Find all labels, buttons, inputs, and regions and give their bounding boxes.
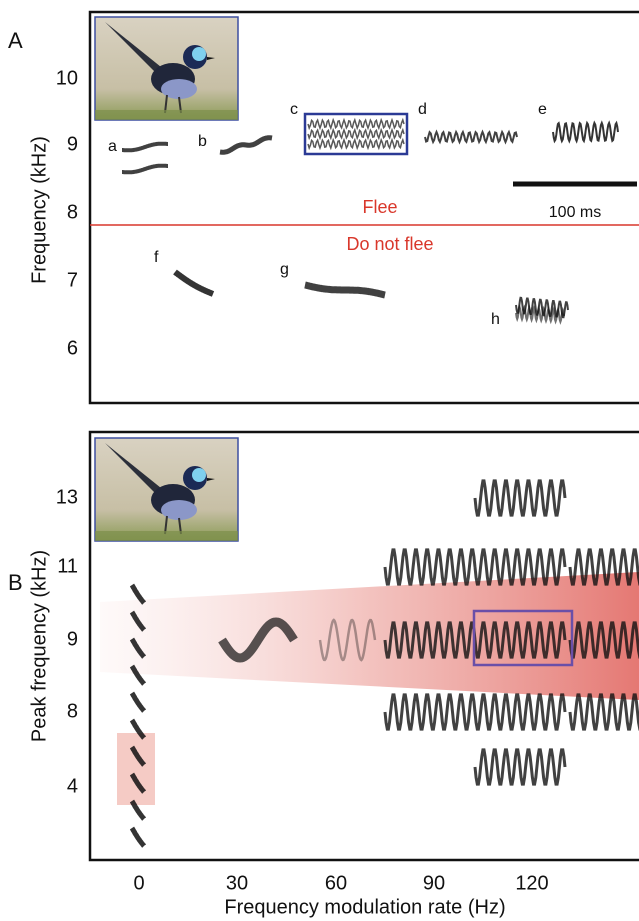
panel-frame [88, 430, 639, 862]
spectrogram-trace [129, 826, 147, 848]
call-label: c [290, 101, 298, 118]
spectrogram-trace [129, 664, 147, 686]
highlight-square [117, 733, 155, 805]
call-label: b [198, 133, 207, 150]
spectrogram-trace [122, 163, 168, 175]
spectrogram-trace [552, 120, 619, 144]
spectrogram-trace [568, 548, 639, 586]
highlight-box [303, 112, 409, 156]
x-axis-label: Frequency modulation rate (Hz) [224, 896, 505, 918]
call-label: g [280, 261, 289, 278]
highlight-box [472, 609, 574, 667]
y-tick-label: 13 [56, 486, 78, 508]
spectrogram-trace [473, 479, 567, 517]
panel-frame [88, 10, 639, 405]
spectrogram-trace [173, 269, 215, 297]
panel-label: A [8, 28, 23, 53]
y-tick-label: 4 [67, 775, 78, 797]
spectrogram-trace [129, 610, 147, 632]
spectrogram-trace [473, 748, 567, 786]
call-label: d [418, 101, 427, 118]
spectrogram-trace [129, 583, 147, 605]
spectrogram-trace [424, 129, 518, 145]
y-tick-label: 6 [67, 337, 78, 359]
flee-label: Flee [362, 197, 397, 217]
spectrogram-trace [304, 281, 386, 299]
y-axis-label: Peak frequency (kHz) [28, 550, 50, 742]
response-funnel [100, 572, 639, 700]
spectrogram-trace [129, 718, 147, 740]
scale-bar-label: 100 ms [549, 204, 601, 221]
y-tick-label: 8 [67, 700, 78, 722]
spectrogram-trace [129, 637, 147, 659]
spectrogram-trace [307, 127, 405, 141]
y-tick-label: 8 [67, 201, 78, 223]
x-tick-label: 0 [133, 872, 144, 894]
spectrogram-trace [307, 137, 405, 151]
spectrogram-trace [383, 548, 477, 586]
x-tick-label: 90 [423, 872, 445, 894]
x-tick-label: 60 [325, 872, 347, 894]
bird-photo [94, 16, 239, 121]
y-tick-label: 9 [67, 133, 78, 155]
y-tick-label: 7 [67, 269, 78, 291]
spectrogram-trace [383, 693, 477, 731]
call-label: a [108, 138, 117, 155]
spectrogram-trace [473, 621, 567, 659]
spectrograms [122, 117, 619, 325]
bird-photo [94, 437, 239, 542]
y-tick-label: 9 [67, 628, 78, 650]
spectrogram-trace [129, 772, 147, 794]
spectrogram-trace [129, 799, 147, 821]
call-label: e [538, 101, 547, 118]
spectrogram-trace [129, 691, 147, 713]
panel-label: B [8, 570, 23, 595]
y-tick-label: 10 [56, 67, 78, 89]
spectrogram-trace [219, 135, 273, 155]
spectrogram-trace [473, 548, 567, 586]
y-tick-label: 11 [57, 555, 78, 577]
spectrogram-trace [318, 618, 377, 662]
x-tick-label: 30 [226, 872, 248, 894]
spectrogram-trace [307, 117, 405, 131]
spectrogram-trace [568, 621, 639, 659]
spectrogram-trace [129, 745, 147, 767]
do-not-flee-label: Do not flee [346, 234, 433, 254]
x-tick-label: 120 [515, 872, 548, 894]
spectrogram-trace [568, 693, 639, 731]
spectrogram-trace [515, 304, 565, 325]
call-label: f [154, 249, 159, 266]
y-axis-label: Frequency (kHz) [28, 136, 50, 284]
spectrogram-trace [218, 617, 298, 663]
spectrogram-trace [122, 141, 168, 153]
spectrogram-trace [383, 621, 477, 659]
call-label: h [491, 311, 500, 328]
spectrograms [129, 479, 639, 848]
spectrogram-trace [473, 693, 567, 731]
